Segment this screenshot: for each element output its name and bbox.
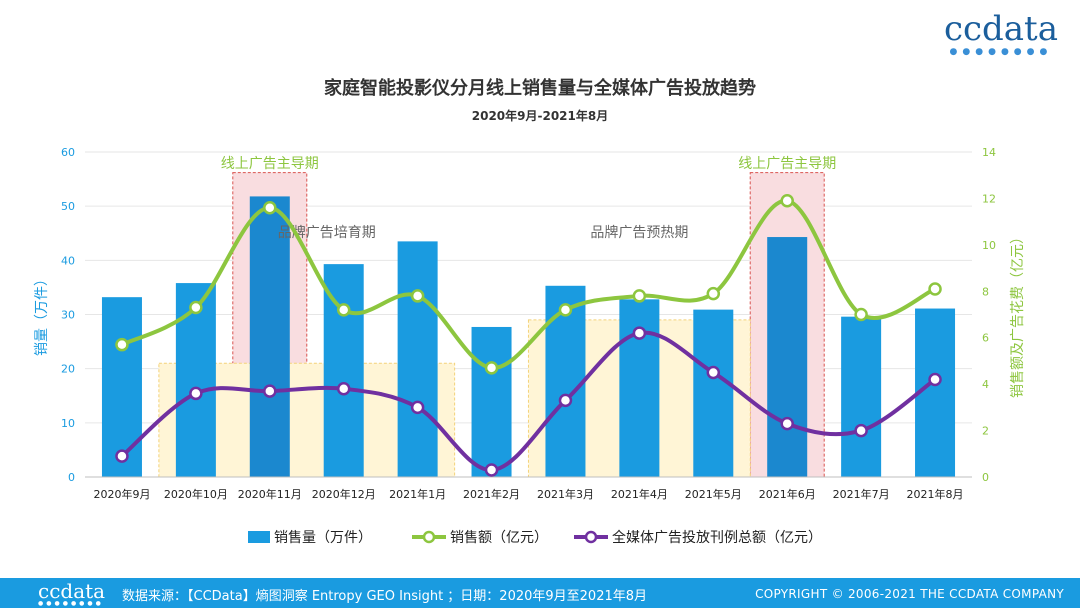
- left-tick-label: 60: [61, 146, 75, 159]
- sales-amount-line: [119, 198, 938, 370]
- ad-spend-point: [854, 423, 868, 438]
- left-axis-title: 销量（万件）: [34, 272, 50, 356]
- sales-volume-bar: [471, 326, 512, 477]
- sales-volume-bar: [767, 237, 808, 477]
- sales-volume-bar: [841, 316, 882, 477]
- x-tick-label: 2021年3月: [537, 487, 594, 501]
- sales-amount-point: [115, 337, 129, 352]
- sales-volume-bar: [323, 264, 364, 477]
- highlight-period-label: 线上广告主导期: [221, 156, 319, 172]
- legend-label-sales-amount: 销售额（亿元）: [450, 530, 548, 546]
- chart-title: 家庭智能投影仪分月线上销售量与全媒体广告投放趋势: [324, 77, 756, 99]
- right-tick-label: 10: [982, 239, 996, 252]
- x-tick-label: 2021年5月: [685, 487, 742, 501]
- sales-amount-point: [263, 200, 277, 215]
- ccdata-logo: ccdata ●●●●●●●●: [943, 9, 1058, 57]
- ad-spend-point: [336, 382, 351, 396]
- x-tick-label: 2021年7月: [833, 487, 890, 501]
- sales-amount-point: [928, 282, 942, 296]
- x-tick-label: 2020年10月: [164, 487, 228, 501]
- sales-amount-point: [558, 303, 573, 317]
- plot-area: 0 10 20 30 40 50 60 0 2 4 6 8 10 12 14 线上广告主导期 线上广告主导期品牌…: [34, 146, 1026, 546]
- right-tick-label: 14: [982, 146, 996, 159]
- legend-label-sales-volume: 销售量（万件）: [274, 530, 372, 546]
- ad-spend-point: [263, 384, 277, 398]
- ad-spend-point: [558, 393, 573, 408]
- footer-bar: ccdata ●●●●●●●● 数据来源：【CCData】熵图洞察 Entrop…: [0, 578, 1080, 608]
- sales-volume-bar: [175, 283, 216, 477]
- x-tick-label: 2021年6月: [759, 487, 816, 501]
- right-axis-title: 销售额及广告花费（亿元）: [1010, 230, 1026, 398]
- highlight-period-label: 线上广告主导期: [738, 156, 836, 172]
- footer-copyright: COPYRIGHT © 2006-2021 THE CCDATA COMPANY: [755, 587, 1064, 601]
- logo-text: ccdata: [943, 9, 1058, 49]
- x-tick-label: 2020年12月: [312, 487, 376, 501]
- right-tick-label: 8: [982, 285, 989, 298]
- legend-swatch-sales-volume: [248, 531, 270, 543]
- left-tick-label: 40: [61, 254, 75, 267]
- logo-dots: ●●●●●●●●: [949, 47, 1053, 57]
- left-tick-label: 50: [61, 200, 75, 213]
- legend-marker-ad-spend: [584, 530, 598, 544]
- x-tick-label: 2021年1月: [389, 487, 446, 501]
- sales-volume-bar: [397, 241, 438, 477]
- right-tick-label: 4: [982, 378, 989, 391]
- x-tick-label: 2021年4月: [611, 487, 668, 501]
- sales-amount-point: [484, 361, 499, 375]
- right-tick-label: 6: [982, 332, 989, 345]
- left-tick-label: 0: [68, 471, 75, 484]
- phase-band-label: 品牌广告培育期: [278, 224, 376, 241]
- right-tick-label: 0: [982, 471, 989, 484]
- ad-spend-point: [632, 326, 647, 340]
- x-tick-label: 2020年11月: [238, 487, 302, 501]
- x-tick-label: 2021年8月: [907, 487, 964, 501]
- x-tick-label: 2020年9月: [93, 487, 150, 501]
- phase-band-label: 品牌广告预热期: [590, 224, 688, 241]
- footer-logo-dots: ●●●●●●●●: [38, 600, 104, 607]
- right-tick-label: 2: [982, 425, 989, 438]
- ad-spend-point: [706, 365, 721, 380]
- footer-logo: ccdata: [38, 579, 106, 603]
- legend-marker-sales-amount: [422, 530, 436, 544]
- right-tick-label: 12: [982, 192, 996, 205]
- sales-volume-bar: [693, 309, 734, 477]
- ad-spend-point: [189, 386, 203, 401]
- sales-volume-bar: [619, 299, 660, 477]
- x-tick-label: 2021年2月: [463, 487, 520, 501]
- ad-spend-point: [928, 372, 942, 387]
- sales-amount-point: [780, 194, 794, 208]
- left-tick-label: 10: [61, 417, 75, 430]
- sales-volume-bar: [915, 308, 956, 477]
- sales-amount-point: [706, 286, 721, 301]
- sales-volume-bar: [101, 297, 142, 477]
- left-tick-label: 30: [61, 309, 75, 322]
- sales-amount-point: [189, 300, 203, 315]
- sales-amount-point: [854, 307, 868, 322]
- sales-amount-point: [632, 289, 647, 303]
- ad-spend-point: [410, 400, 425, 415]
- chart-subtitle: 2020年9月-2021年8月: [472, 108, 608, 123]
- ad-spend-point: [115, 449, 129, 463]
- ad-spend-point: [484, 463, 499, 477]
- ad-spend-point: [780, 416, 794, 431]
- sales-amount-point: [336, 303, 351, 317]
- legend-label-ad-spend: 全媒体广告投放刊例总额（亿元）: [612, 529, 822, 546]
- footer-source: 数据来源：【CCData】熵图洞察 Entropy GEO Insight ；日…: [122, 589, 648, 604]
- sales-volume-bar: [249, 196, 290, 477]
- sales-ad-chart: 家庭智能投影仪分月线上销售量与全媒体广告投放趋势 2020年9月-2021年8月…: [34, 77, 1026, 546]
- sales-amount-point: [410, 289, 425, 303]
- left-tick-label: 20: [61, 363, 75, 376]
